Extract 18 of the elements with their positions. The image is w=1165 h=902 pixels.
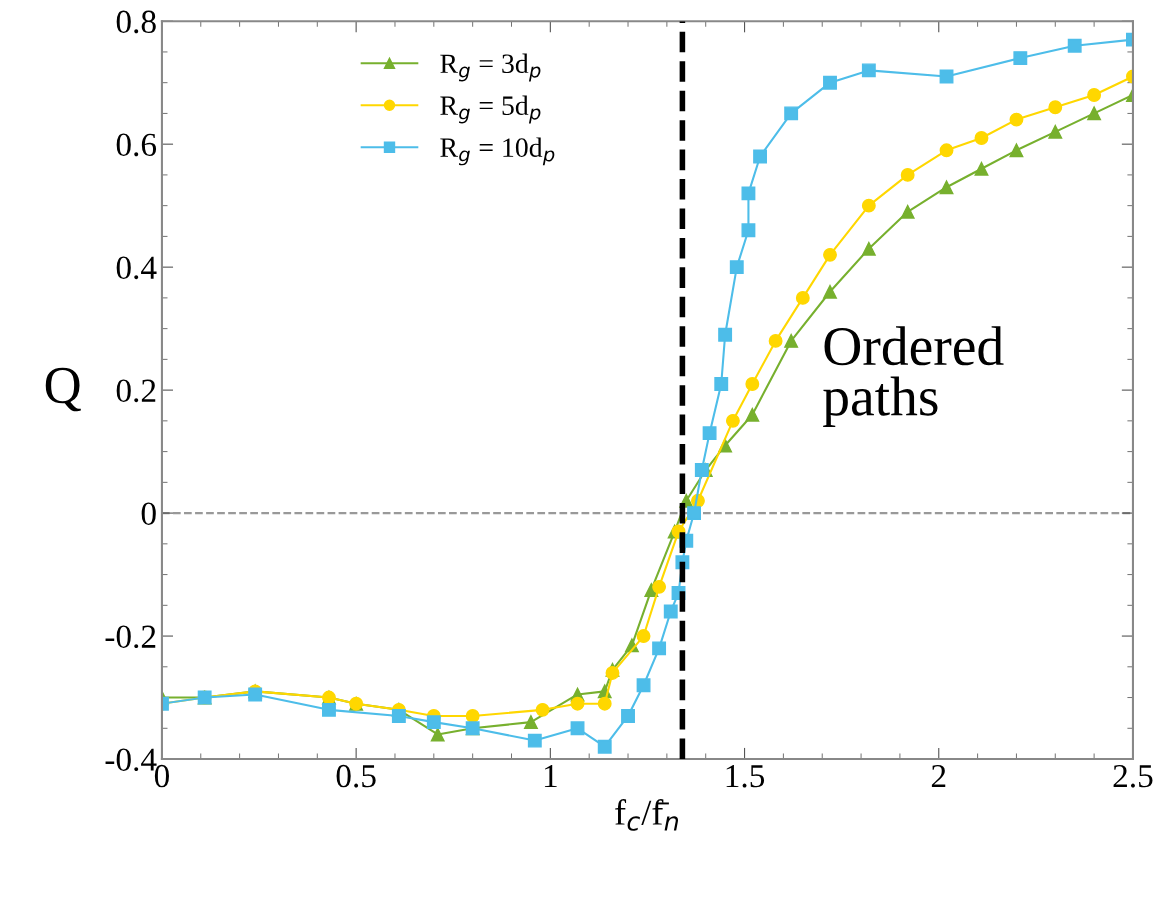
legend-label: R$_{g}$ = 5d$_{p}$ <box>440 95 541 124</box>
x-tick-label: 0.5 <box>336 764 376 788</box>
x-tick-label: 2 <box>931 764 946 788</box>
y-tick-label: 0.8 <box>116 10 156 34</box>
y-tick-label: 0 <box>141 502 156 525</box>
x-axis-title: f$_{c}$/f̄$_{n}$ <box>615 799 679 831</box>
x-tick-label: 2.5 <box>1113 764 1153 788</box>
x-tick-label: 1 <box>544 765 557 788</box>
y-tick-label: 0.2 <box>116 379 156 403</box>
y-tick-label: 0.4 <box>116 256 157 280</box>
y-tick-label: -0.4 <box>105 748 157 772</box>
x-tick-label: 1.5 <box>726 765 765 788</box>
y-tick-label: -0.2 <box>105 625 156 649</box>
y-tick-label: 0.6 <box>116 133 157 157</box>
legend-label: R$_{g}$ = 10d$_{p}$ <box>440 137 555 166</box>
legend-label: R$_{g}$ = 3d$_{p}$ <box>440 53 541 82</box>
annotation: Ordered paths <box>823 326 1004 428</box>
y-axis-title: Q <box>45 367 81 412</box>
